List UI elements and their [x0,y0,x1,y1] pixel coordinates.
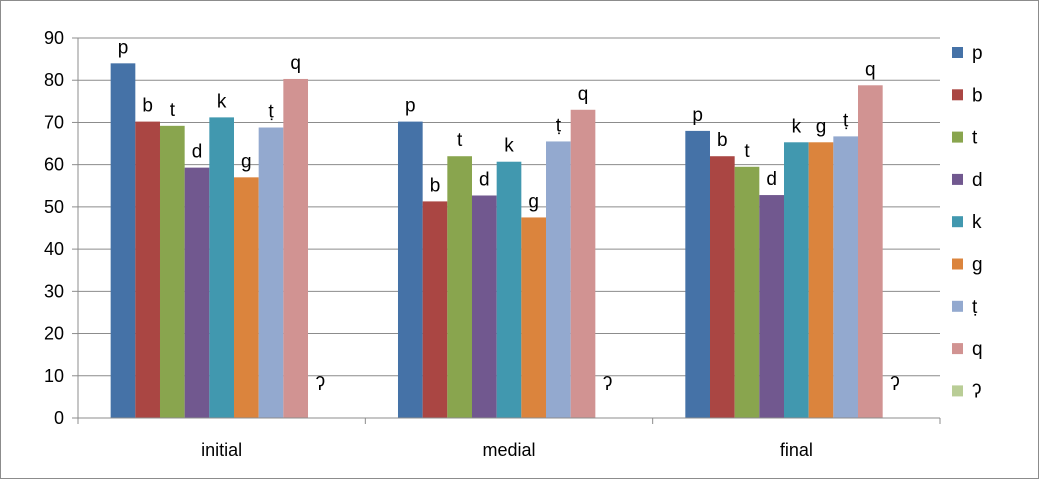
y-tick-label: 20 [44,324,64,344]
bar-initial-0 [110,63,136,418]
x-tick-label: medial [482,440,535,460]
bar-final-1 [709,156,735,418]
bar-final-5 [808,142,834,419]
data-label: t [457,130,463,151]
y-tick-label: 40 [44,239,64,259]
data-label: q [578,84,589,105]
data-label: d [479,169,490,190]
bar-medial-4 [496,161,522,418]
x-axis: initial medial final [77,417,941,460]
data-label: k [792,116,802,137]
bar-final-0 [685,130,710,418]
data-label: ʔ [316,374,326,395]
bar-medial-5 [521,217,547,418]
legend-swatch [952,258,963,270]
data-label: d [766,169,777,190]
data-label: b [717,130,728,151]
data-label: p [405,96,416,117]
data-label: p [692,105,703,126]
y-tick-label: 50 [44,197,64,217]
bar-final-7 [858,85,883,419]
y-tick-label: 0 [54,408,64,428]
legend-label: b [972,85,983,106]
bar-initial-2 [159,125,185,419]
legend-swatch [952,343,963,355]
y-tick-label: 30 [44,281,64,301]
legend-label: q [972,339,983,360]
bar-final-6 [833,136,859,418]
legend-label: k [972,212,982,233]
bar-initial-5 [234,177,259,418]
data-label: b [142,96,153,117]
bars [110,63,883,419]
data-label: d [192,142,203,163]
data-label: ʔ [603,374,613,395]
data-label: q [865,59,876,80]
data-label: t [744,141,750,162]
data-label: g [528,191,539,212]
bar-medial-1 [422,201,448,418]
bar-initial-4 [209,117,235,418]
data-label: k [504,136,514,157]
bar-final-4 [783,142,809,419]
y-axis: 0 10 20 30 40 50 60 70 80 90 [44,28,79,428]
y-tick-label: 70 [44,112,64,132]
legend-swatch [952,173,963,185]
legend-swatch [952,47,963,58]
y-tick-label: 60 [44,155,64,175]
legend-swatch [952,300,963,312]
data-label: ṭ [268,102,274,123]
legend-swatch [952,89,963,101]
y-tick-label: 80 [44,70,64,90]
bar-initial-6 [258,127,284,418]
y-tick-label: 10 [44,366,64,386]
data-label: g [816,116,827,137]
legend-label: ṭ [972,297,978,318]
data-label: b [430,175,441,196]
legend-swatch [952,131,963,143]
bar-medial-6 [546,141,571,418]
legend-label: ʔ [972,381,982,402]
x-tick-label: initial [201,440,242,460]
legend-label: t [972,128,978,149]
bar-medial-3 [471,195,497,418]
bar-medial-2 [447,156,472,418]
bar-initial-7 [283,78,309,418]
bar-initial-3 [184,167,210,418]
data-label: p [118,37,129,58]
bar-final-3 [759,195,784,418]
data-label: ʔ [890,374,900,395]
y-tick-label: 90 [44,28,64,48]
data-label: ṭ [556,115,562,136]
data-label: q [290,53,301,74]
data-label: k [217,91,227,112]
bar-final-2 [734,166,760,418]
data-label: ṭ [843,110,849,131]
legend-swatch [952,216,963,228]
x-tick-label: final [780,440,813,460]
bar-medial-0 [397,121,423,418]
legend-swatch [952,385,963,397]
data-label: g [241,151,252,172]
legend-label: p [972,43,983,64]
bar-initial-1 [135,121,160,418]
bar-medial-7 [570,109,596,419]
data-label: t [170,100,176,121]
legend-label: d [972,170,983,191]
legend-label: g [972,255,983,276]
